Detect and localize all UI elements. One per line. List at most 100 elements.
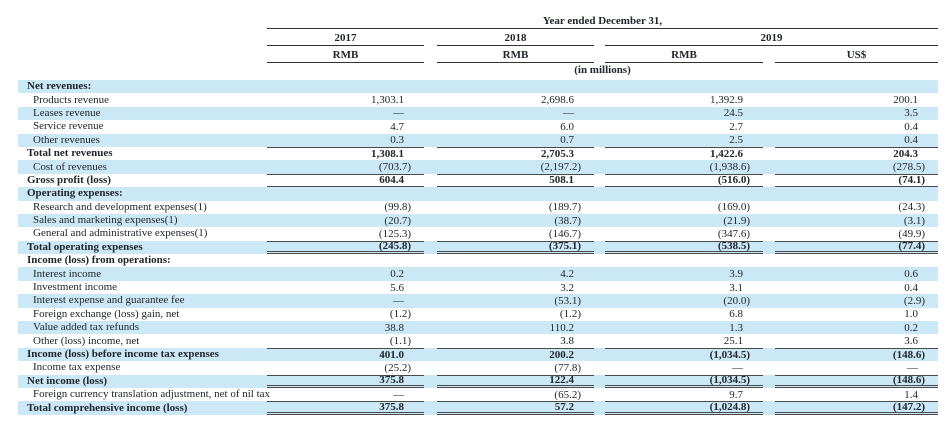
- table-row: Interest income 0.2 4.2 3.9 0.6: [18, 267, 938, 281]
- value-cell: 0.4: [904, 281, 918, 294]
- value-cell: (146.7): [548, 227, 581, 240]
- table-row: Foreign currency translation adjustment,…: [18, 388, 938, 401]
- value-cell: (516.0): [605, 173, 763, 188]
- value-cell: (21.9): [723, 214, 750, 227]
- value-cell: 2.5: [729, 134, 743, 147]
- value-cell: 3.8: [560, 335, 574, 348]
- value-cell: 0.7: [560, 134, 574, 147]
- value-cell: [267, 254, 424, 267]
- table-header-period: Year ended December 31,: [18, 14, 938, 29]
- value-cell: (148.6): [775, 347, 938, 361]
- value-cell: (2,197.2): [540, 161, 581, 174]
- table-row: Total comprehensive income (loss) 375.8 57…: [18, 401, 938, 415]
- value-cell: —: [393, 388, 404, 401]
- value-cell: 4.2: [560, 268, 574, 281]
- value-cell: 9.7: [729, 388, 743, 401]
- value-cell: 0.4: [904, 134, 918, 147]
- value-cell: (3.1): [903, 214, 925, 227]
- value-cell: —: [393, 294, 404, 307]
- value-cell: [605, 254, 763, 267]
- currency-label-rmb-2018: RMB: [437, 48, 594, 63]
- year-column-2018: 2018: [437, 31, 594, 46]
- value-cell: 25.1: [723, 335, 743, 348]
- table-row: Other (loss) income, net (1.1) 3.8 25.1 3.6: [18, 334, 938, 348]
- table-header-currencies: RMB RMB RMB US$: [18, 48, 938, 63]
- table-body: Net revenues: Products revenue 1,303.1 2,69…: [18, 80, 938, 415]
- table-row: Income (loss) from operations:: [18, 254, 938, 267]
- value-cell: (65.2): [554, 388, 581, 401]
- table-row: Research and development expenses(1) (99.…: [18, 201, 938, 214]
- row-label: Total operating expenses: [27, 240, 143, 253]
- value-cell: (375.1): [437, 240, 594, 255]
- value-cell: 110.2: [549, 321, 574, 334]
- row-label: Total net revenues: [27, 147, 113, 160]
- table-row: Foreign exchange (loss) gain, net (1.2) (1…: [18, 308, 938, 321]
- row-label: Gross profit (loss): [27, 173, 111, 186]
- value-cell: [775, 187, 938, 200]
- value-cell: [605, 80, 763, 93]
- table-header-units: (in millions): [18, 63, 938, 78]
- value-cell: 0.4: [904, 120, 918, 133]
- value-cell: (1.1): [389, 335, 411, 348]
- value-cell: [775, 80, 938, 93]
- value-cell: [605, 187, 763, 200]
- value-cell: (125.3): [378, 227, 411, 240]
- value-cell: 0.3: [390, 134, 404, 147]
- value-cell: 24.5: [723, 107, 743, 120]
- value-cell: 122.4: [437, 374, 594, 388]
- table-row: Cost of revenues (703.7) (2,197.2) (1,938.6…: [18, 160, 938, 174]
- value-cell: (1,024.8): [605, 401, 763, 415]
- value-cell: (538.5): [605, 240, 763, 255]
- row-label: Investment income: [33, 281, 118, 294]
- table-row: Income tax expense (25.2) (77.8) — —: [18, 361, 938, 374]
- value-cell: (1,938.6): [709, 161, 750, 174]
- value-cell: (49.9): [898, 227, 925, 240]
- table-row: Other revenues 0.3 0.7 2.5 0.4: [18, 133, 938, 147]
- value-cell: [775, 254, 938, 267]
- table-row: Gross profit (loss) 604.4 508.1 (516.0) (74.…: [18, 173, 938, 188]
- value-cell: (20.7): [384, 214, 411, 227]
- table-row: Net income (loss) 375.8 122.4 (1,034.5) (148…: [18, 374, 938, 388]
- value-cell: 3.9: [729, 268, 743, 281]
- value-cell: 1,422.6: [605, 146, 763, 160]
- table-row: Net revenues:: [18, 80, 938, 94]
- row-label: Other (loss) income, net: [33, 334, 140, 347]
- value-cell: 5.6: [390, 281, 404, 294]
- income-statement-table: Year ended December 31, 2017 2018 2019 R…: [18, 14, 938, 415]
- value-cell: [437, 80, 594, 93]
- value-cell: [437, 254, 594, 267]
- row-label: Sales and marketing expenses(1): [33, 214, 178, 227]
- value-cell: (169.0): [717, 201, 750, 214]
- value-cell: (77.8): [554, 361, 581, 374]
- value-cell: 57.2: [437, 401, 594, 415]
- value-cell: (1,034.5): [605, 374, 763, 388]
- value-cell: 3.1: [729, 281, 743, 294]
- value-cell: (189.7): [548, 201, 581, 214]
- value-cell: 3.6: [904, 335, 918, 348]
- table-row: Sales and marketing expenses(1) (20.7) (38…: [18, 213, 938, 228]
- value-cell: 0.2: [904, 321, 918, 334]
- row-label: Income tax expense: [33, 361, 121, 374]
- row-label: Net revenues:: [27, 80, 92, 93]
- row-label: Value added tax refunds: [33, 321, 139, 334]
- value-cell: [437, 187, 594, 200]
- currency-label-usd-2019: US$: [775, 48, 938, 63]
- value-cell: 38.8: [384, 321, 404, 334]
- value-cell: [267, 80, 424, 93]
- value-cell: (148.6): [775, 374, 938, 388]
- value-cell: (38.7): [554, 214, 581, 227]
- value-cell: 2,698.6: [541, 94, 574, 107]
- value-cell: 1.0: [904, 308, 918, 321]
- value-cell: (99.8): [384, 201, 411, 214]
- value-cell: —: [563, 107, 574, 120]
- units-note: (in millions): [574, 64, 631, 76]
- row-label: Interest expense and guarantee fee: [33, 294, 185, 307]
- value-cell: 508.1: [437, 173, 594, 188]
- value-cell: —: [393, 107, 404, 120]
- table-row: Income (loss) before income tax expenses…: [18, 347, 938, 362]
- value-cell: (77.4): [775, 240, 938, 255]
- row-label: Net income (loss): [27, 374, 108, 387]
- year-column-2017: 2017: [267, 31, 424, 46]
- table-row: Value added tax refunds 38.8 110.2 1.3 0.2: [18, 321, 938, 335]
- value-cell: (347.6): [717, 227, 750, 240]
